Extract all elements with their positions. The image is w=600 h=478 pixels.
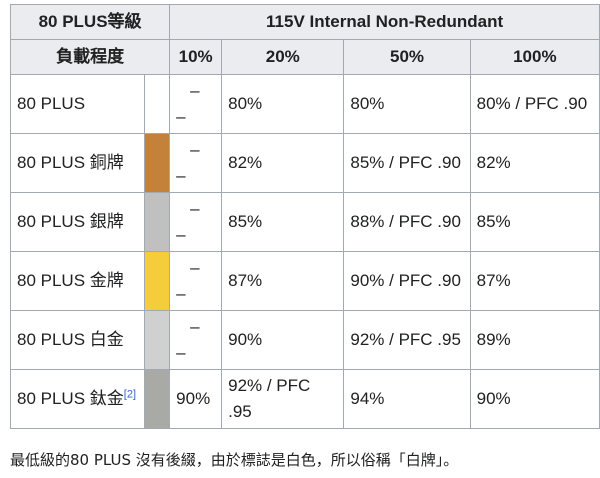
load-100-cell: 87% (469, 251, 600, 311)
tier-name: 80 PLUS 銀牌 (9, 192, 146, 252)
dash-top: – (190, 199, 200, 218)
load-20-cell: 82% (221, 133, 345, 193)
tier-name-text: 80 PLUS 鈦金 (17, 389, 124, 408)
table-row: 80 PLUS – – 80% 80% 80% / PFC .90 (9, 74, 600, 134)
load-20-cell: 92% / PFC .95 (221, 369, 345, 429)
tier-name: 80 PLUS 白金 (9, 310, 146, 370)
reference-link[interactable]: [2] (123, 388, 136, 401)
load-10-cell: – – (169, 74, 223, 134)
load-50-cell: 90% / PFC .90 (343, 251, 471, 311)
load-10-cell: – – (169, 251, 223, 311)
table-row: 80 PLUS 金牌 – – 87% 90% / PFC .90 87% (9, 251, 600, 311)
load-50-cell: 92% / PFC .95 (343, 310, 471, 370)
tier-color-swatch (144, 310, 171, 370)
load-50-cell: 80% (343, 74, 471, 134)
caption-text: 最低級的80 PLUS 沒有後綴，由於標誌是白色，所以俗稱「白牌」。 (10, 451, 459, 469)
tier-name: 80 PLUS 金牌 (9, 251, 146, 311)
load-10-header: 10% (169, 39, 223, 75)
load-20-cell: 80% (221, 74, 345, 134)
load-100-cell: 80% / PFC .90 (469, 74, 600, 134)
tier-color-swatch (144, 133, 171, 193)
efficiency-table: 80 PLUS等級 115V Internal Non-Redundant 負載… (9, 4, 600, 429)
load-10-cell: 90% (169, 369, 223, 429)
load-10-cell: – – (169, 310, 223, 370)
load-20-cell: 85% (221, 192, 345, 252)
load-100-cell: 90% (469, 369, 600, 429)
tier-color-swatch (144, 369, 171, 429)
tier-column-header: 80 PLUS等級 (9, 4, 171, 40)
tier-color-swatch (144, 192, 171, 252)
tier-name: 80 PLUS (9, 74, 146, 134)
tier-name: 80 PLUS 銅牌 (9, 133, 146, 193)
tier-name: 80 PLUS 鈦金[2] (9, 369, 146, 429)
dash-bottom: – (176, 343, 186, 362)
load-10-cell: – – (169, 133, 223, 193)
load-50-header: 50% (343, 39, 471, 75)
load-100-cell: 82% (469, 133, 600, 193)
table-row: 80 PLUS 銅牌 – – 82% 85% / PFC .90 82% (9, 133, 600, 193)
dash-bottom: – (176, 166, 186, 185)
tier-color-swatch (144, 74, 171, 134)
dash-top: – (190, 140, 200, 159)
load-100-cell: 85% (469, 192, 600, 252)
table-row: 80 PLUS 白金 – – 90% 92% / PFC .95 89% (9, 310, 600, 370)
load-20-cell: 87% (221, 251, 345, 311)
load-100-cell: 89% (469, 310, 600, 370)
dash-bottom: – (176, 225, 186, 244)
load-50-cell: 94% (343, 369, 471, 429)
table-row: 80 PLUS 鈦金[2] 90% 92% / PFC .95 94% 90% (9, 369, 600, 429)
dash-bottom: – (176, 107, 186, 126)
tier-color-swatch (144, 251, 171, 311)
load-100-header: 100% (469, 39, 600, 75)
dash-top: – (190, 317, 200, 336)
load-level-header: 負載程度 (9, 39, 171, 75)
load-20-header: 20% (221, 39, 345, 75)
table-row: 80 PLUS 銀牌 – – 85% 88% / PFC .90 85% (9, 192, 600, 252)
dash-top: – (190, 258, 200, 277)
dash-top: – (190, 81, 200, 100)
load-20-cell: 90% (221, 310, 345, 370)
dash-bottom: – (176, 284, 186, 303)
load-50-cell: 88% / PFC .90 (343, 192, 471, 252)
group-header: 115V Internal Non-Redundant (169, 4, 600, 40)
load-50-cell: 85% / PFC .90 (343, 133, 471, 193)
load-10-cell: – – (169, 192, 223, 252)
